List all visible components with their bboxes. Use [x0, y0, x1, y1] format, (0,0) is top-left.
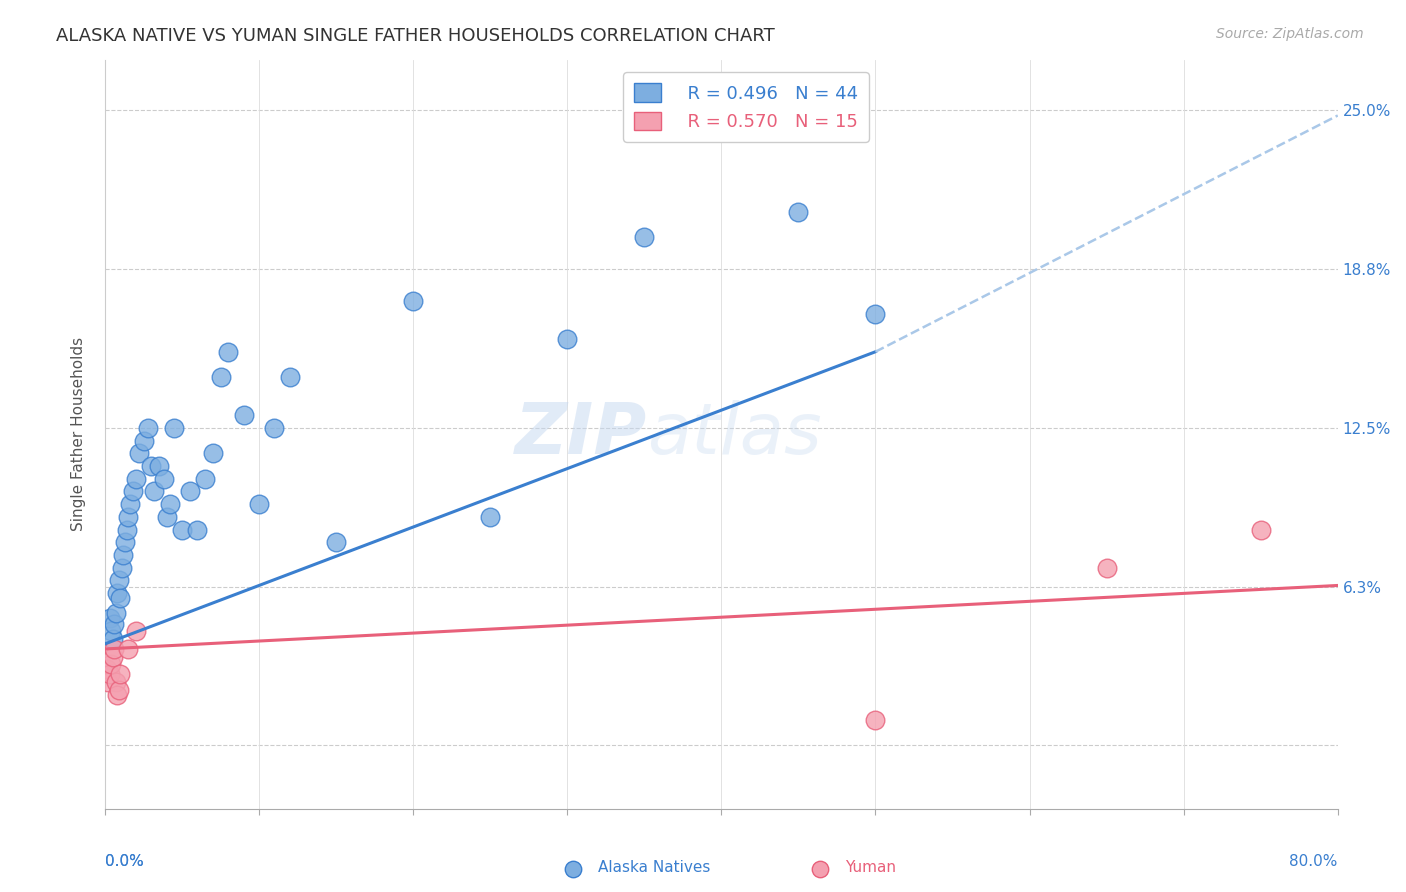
Point	[232, 409, 254, 423]
Point	[125, 624, 148, 639]
Point	[112, 548, 135, 562]
Point	[136, 421, 159, 435]
Point	[163, 421, 186, 435]
Point	[98, 611, 121, 625]
Point	[105, 586, 128, 600]
Point	[97, 675, 120, 690]
Point	[96, 662, 118, 676]
Point	[479, 509, 502, 524]
Point	[159, 497, 181, 511]
Point	[217, 344, 239, 359]
Point	[156, 509, 179, 524]
Point	[633, 230, 655, 244]
Text: 80.0%: 80.0%	[1289, 854, 1337, 869]
Text: ZIP: ZIP	[515, 400, 647, 469]
Point	[110, 591, 132, 606]
Point	[101, 649, 124, 664]
Point	[114, 535, 136, 549]
Point	[110, 667, 132, 681]
Point	[209, 370, 232, 384]
Text: 0.0%: 0.0%	[105, 854, 143, 869]
Point	[186, 523, 208, 537]
Point	[108, 682, 131, 697]
Point	[117, 642, 139, 657]
Point	[141, 458, 163, 473]
Point	[170, 523, 193, 537]
Point	[117, 509, 139, 524]
Y-axis label: Single Father Households: Single Father Households	[72, 337, 86, 532]
Point	[247, 497, 270, 511]
Point	[865, 713, 887, 727]
Point	[132, 434, 155, 448]
Point	[100, 624, 122, 639]
Point	[104, 675, 127, 690]
Point	[104, 607, 127, 621]
Point	[121, 484, 143, 499]
Point	[152, 472, 174, 486]
Point	[194, 472, 217, 486]
Point	[111, 560, 134, 574]
Point	[100, 657, 122, 672]
Point	[263, 421, 285, 435]
Point	[128, 446, 150, 460]
Point	[101, 632, 124, 646]
Point	[1095, 560, 1118, 574]
Text: Alaska Natives: Alaska Natives	[598, 860, 710, 875]
Point	[201, 446, 224, 460]
Point	[278, 370, 301, 384]
Point	[402, 293, 425, 308]
Point	[148, 458, 170, 473]
Legend:   R = 0.496   N = 44,   R = 0.570   N = 15: R = 0.496 N = 44, R = 0.570 N = 15	[623, 72, 869, 142]
Point	[787, 205, 810, 219]
Point	[103, 616, 125, 631]
Point	[103, 642, 125, 657]
Point	[179, 484, 201, 499]
Text: 0.0%: 0.0%	[105, 854, 143, 869]
Point	[865, 307, 887, 321]
Text: atlas: atlas	[647, 400, 823, 469]
Point	[325, 535, 347, 549]
Text: Yuman: Yuman	[845, 860, 896, 875]
Point	[98, 667, 121, 681]
Point	[118, 497, 141, 511]
Point	[125, 472, 148, 486]
Point	[115, 523, 138, 537]
Point	[1250, 523, 1272, 537]
Text: Source: ZipAtlas.com: Source: ZipAtlas.com	[1216, 27, 1364, 41]
Point	[108, 574, 131, 588]
Point	[143, 484, 166, 499]
Point	[555, 332, 578, 346]
Point	[105, 688, 128, 702]
Text: ALASKA NATIVE VS YUMAN SINGLE FATHER HOUSEHOLDS CORRELATION CHART: ALASKA NATIVE VS YUMAN SINGLE FATHER HOU…	[56, 27, 775, 45]
